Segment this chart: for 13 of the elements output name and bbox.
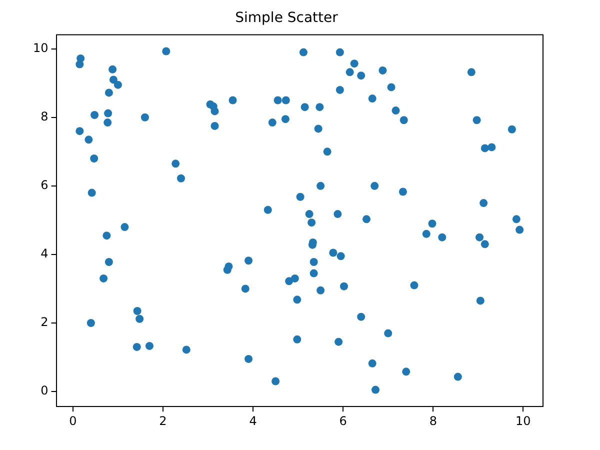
y-tick-label: 0 <box>40 384 48 398</box>
y-tick-label: 8 <box>40 110 48 124</box>
y-tick-label: 2 <box>40 315 48 330</box>
y-tick-label: 10 <box>32 40 48 55</box>
x-tick-label: 6 <box>339 414 347 428</box>
x-tick-label: 10 <box>516 414 531 428</box>
x-tick-label: 0 <box>69 414 77 428</box>
x-tick-label: 2 <box>159 414 167 428</box>
x-tick-label: 4 <box>249 414 257 428</box>
y-tick-label: 6 <box>40 178 48 192</box>
y-tick-label: 4 <box>40 246 48 261</box>
x-tick-label: 8 <box>429 414 437 428</box>
chart-title: Simple Scatter <box>235 10 338 26</box>
